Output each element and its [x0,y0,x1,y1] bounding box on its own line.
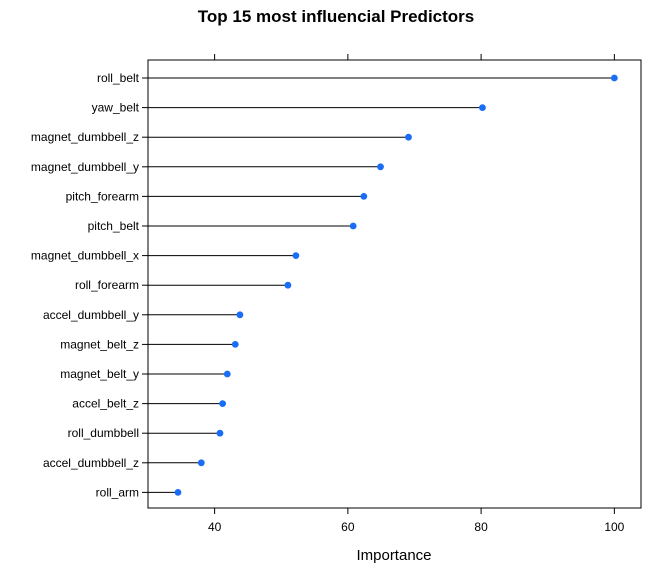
chart-title: Top 15 most influencial Predictors [198,7,474,26]
data-point [292,252,300,259]
category-label: magnet_dumbbell_z [31,130,139,144]
data-point [377,163,384,171]
category-label: roll_forearm [75,278,139,292]
data-point [223,370,231,378]
category-label: pitch_belt [88,219,140,233]
data-point [479,104,486,111]
category-label: magnet_dumbbell_y [31,160,139,174]
plot-frame [147,59,642,509]
x-tick-label: 80 [474,520,488,534]
category-label: pitch_forearm [66,189,139,203]
category-label: magnet_belt_y [60,367,139,381]
data-point [236,311,244,319]
data-point [231,341,239,348]
category-label: magnet_belt_z [60,337,139,351]
category-label: yaw_belt [92,101,140,115]
data-point [610,74,618,82]
data-point [219,400,227,407]
data-marks [148,74,618,496]
x-tick-label: 100 [604,520,624,534]
data-point [349,222,357,230]
data-point [174,489,182,496]
data-point [197,459,205,467]
x-axis: 40 60 80 100 [208,54,625,534]
y-axis: roll_belt yaw_belt magnet_dumbbell_zmagnet… [31,71,148,499]
x-tick-label: 60 [341,520,355,534]
category-label: accel_belt_z [72,397,139,411]
data-point [284,281,292,289]
data-point [360,193,368,200]
category-label: accel_dumbbell_z [43,456,139,470]
data-point [405,133,412,141]
x-axis-label: Importance [356,547,431,564]
category-label: roll_belt [97,71,140,85]
category-label: accel_dumbbell_y [43,308,139,322]
category-label: roll_dumbbell [68,426,139,440]
data-point [216,429,224,437]
category-label: roll_arm [96,485,139,499]
x-tick-label: 40 [208,520,222,534]
category-label: magnet_dumbbell_x [31,249,139,263]
